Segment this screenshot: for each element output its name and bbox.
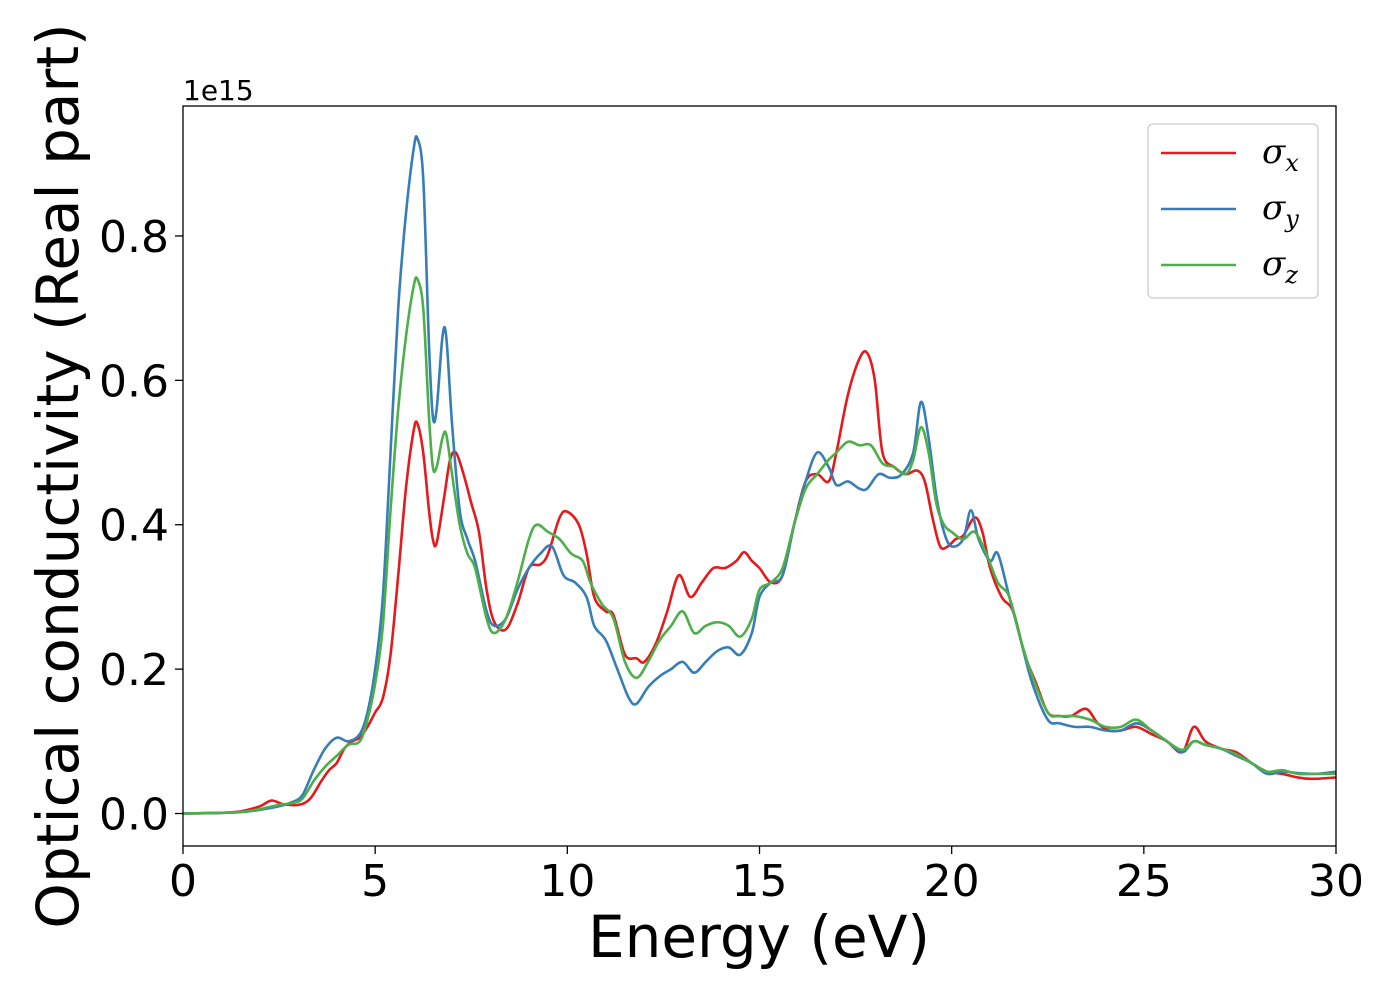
x-tick-label: 20	[924, 856, 980, 907]
y-tick-label: 0.8	[99, 212, 169, 263]
legend-frame	[1147, 123, 1319, 299]
y-tick-label: 0.2	[99, 645, 169, 696]
y-tick-label: 0.0	[99, 790, 169, 841]
y-tick-label: 0.4	[99, 501, 169, 552]
x-tick-label: 15	[732, 856, 788, 907]
x-tick-label: 0	[169, 856, 197, 907]
x-tick-label: 5	[361, 856, 389, 907]
x-tick-label: 30	[1308, 856, 1364, 907]
legend-item-x: σx	[1161, 132, 1299, 177]
x-axis: 0 5 10 15 20 25 30	[169, 846, 1364, 907]
series-layer	[183, 135, 1336, 815]
series-line-y	[183, 135, 1336, 815]
y-axis: 0.0 0.2 0.4 0.6 0.8	[99, 212, 183, 841]
y-offset-label: 1e15	[183, 74, 254, 107]
y-tick-label: 0.6	[99, 356, 169, 407]
x-axis-title: Energy (eV)	[588, 903, 930, 971]
series-line-z	[183, 276, 1336, 815]
x-tick-label: 25	[1116, 856, 1172, 907]
x-tick-label: 10	[539, 856, 595, 907]
y-axis-title: Optical conductivity (Real part)	[24, 23, 92, 928]
